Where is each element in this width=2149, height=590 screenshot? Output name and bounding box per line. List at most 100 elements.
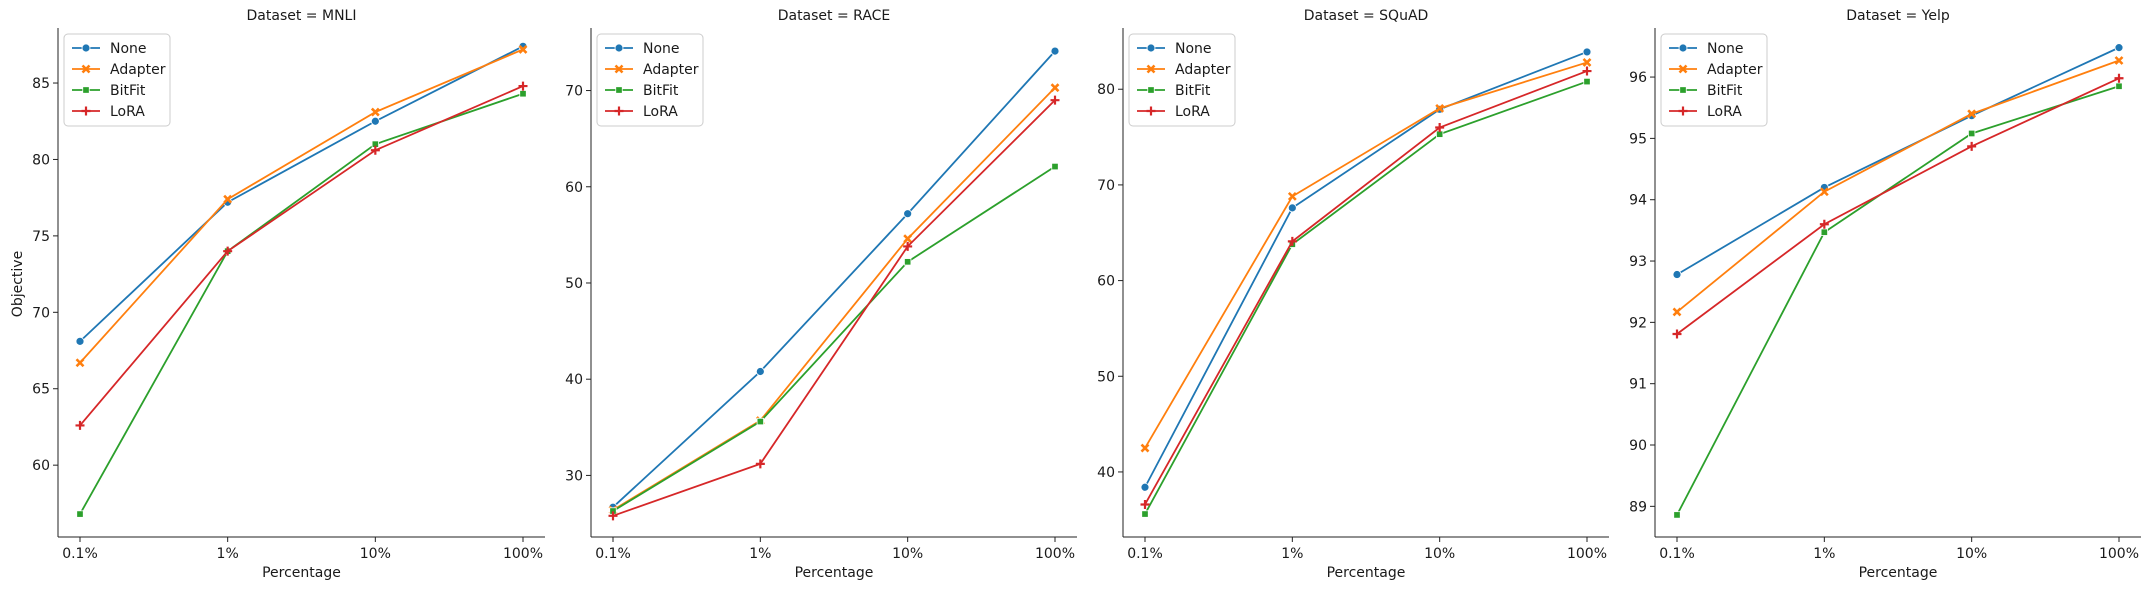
series-line	[1144, 80, 1588, 515]
data-point	[370, 116, 380, 126]
data-point	[1140, 443, 1150, 453]
panel-3: Dataset = Yelp 89 90 91 92 93 94 95 96 0.1% 1% 10% 1…	[1629, 8, 2141, 581]
y-tick-label: 92	[1629, 315, 1647, 331]
legend-entry-lora: LoRA	[1669, 104, 1742, 120]
data-point	[903, 234, 913, 244]
data-point	[608, 511, 618, 521]
legend-entry-none: None	[72, 41, 147, 57]
legend-entry-adapter: Adapter	[72, 62, 166, 78]
series-line	[79, 85, 524, 426]
panel-title: Dataset = Yelp	[1846, 8, 1950, 24]
y-tick-label: 94	[1629, 193, 1647, 209]
data-point	[1141, 510, 1149, 518]
legend: None Adapter BitFit LoRA	[596, 33, 704, 127]
data-point	[1673, 511, 1681, 519]
legend-marker	[615, 86, 623, 94]
series-bitfit	[609, 162, 1059, 515]
data-point	[1582, 47, 1592, 57]
legend-label: LoRA	[1707, 104, 1742, 120]
data-point	[2115, 82, 2123, 90]
legend-label: BitFit	[110, 83, 146, 99]
data-point	[903, 209, 913, 219]
legend-entry-lora: LoRA	[605, 104, 678, 120]
data-point	[755, 367, 765, 376]
y-tick-label: 30	[565, 468, 583, 484]
y-axis-label: Objective	[10, 251, 26, 317]
series-line	[1676, 46, 2120, 276]
data-point	[1050, 46, 1060, 56]
series-lora	[608, 95, 1060, 521]
data-point	[1672, 270, 1682, 279]
x-tick-label: 10%	[1956, 546, 1987, 562]
x-tick-label: 100%	[1567, 546, 1607, 562]
y-tick-label: 40	[565, 372, 583, 388]
data-point	[1820, 228, 1828, 236]
legend-label: Adapter	[1175, 62, 1231, 78]
y-tick-label: 93	[1629, 254, 1647, 270]
data-point	[1672, 329, 1682, 339]
legend-label: LoRA	[1175, 104, 1210, 120]
data-point	[518, 81, 528, 91]
legend-marker	[614, 64, 624, 74]
y-tick-label: 95	[1629, 131, 1647, 147]
series-line	[612, 50, 1056, 508]
x-tick-label: 1%	[1813, 546, 1835, 562]
legend-entry-lora: LoRA	[1137, 104, 1210, 120]
legend-marker	[82, 86, 90, 94]
data-point	[518, 44, 528, 54]
x-tick-label: 100%	[1035, 546, 1075, 562]
series-line	[1676, 85, 2120, 516]
legend-marker	[81, 43, 91, 53]
series-adapter	[75, 44, 528, 368]
data-point	[519, 90, 527, 98]
legend-box	[1660, 33, 1768, 127]
legend-label: LoRA	[110, 104, 145, 120]
data-point	[370, 145, 380, 155]
legend-box	[63, 33, 171, 127]
x-tick-label: 100%	[2099, 546, 2139, 562]
x-axis-label: Percentage	[1327, 565, 1406, 581]
series-line	[612, 165, 1056, 512]
legend-entry-none: None	[1669, 41, 1744, 57]
x-tick-label: 1%	[1281, 546, 1303, 562]
legend-marker	[1147, 86, 1155, 94]
y-tick-label: 60	[565, 180, 583, 196]
data-point	[1051, 162, 1059, 171]
data-point	[76, 510, 84, 518]
legend-entry-bitfit: BitFit	[1669, 83, 1743, 99]
data-point	[75, 336, 85, 346]
x-axis-label: Percentage	[262, 565, 341, 581]
panel-title: Dataset = MNLI	[247, 8, 357, 24]
x-tick-label: 0.1%	[62, 546, 98, 562]
y-tick-label: 75	[32, 229, 50, 245]
legend-label: BitFit	[1707, 83, 1743, 99]
x-tick-label: 0.1%	[1127, 546, 1163, 562]
legend-entry-none: None	[1137, 41, 1212, 57]
legend-marker	[1146, 64, 1156, 74]
legend-marker	[81, 106, 91, 116]
data-point	[1050, 83, 1060, 93]
legend-label: Adapter	[643, 62, 699, 78]
legend-marker	[1678, 43, 1688, 53]
x-tick-label: 0.1%	[595, 546, 631, 562]
panels: Dataset = MNLI 60 65 70 75 80 85 0.1% 1% 10% 100% P…	[32, 8, 2141, 581]
legend-marker	[1146, 43, 1156, 53]
legend-entry-none: None	[605, 41, 680, 57]
x-tick-label: 100%	[503, 546, 543, 562]
series-lora	[1672, 73, 2124, 339]
series-line	[1144, 61, 1588, 449]
data-point	[1140, 499, 1150, 509]
y-tick-label: 85	[32, 76, 50, 92]
x-tick-label: 1%	[749, 546, 771, 562]
y-tick-label: 96	[1629, 70, 1647, 86]
legend-box	[1128, 33, 1236, 127]
series-none	[1140, 47, 1592, 492]
y-tick-label: 60	[32, 458, 50, 474]
x-axis-label: Percentage	[1859, 565, 1938, 581]
series-line	[1676, 77, 2120, 335]
data-point	[1582, 66, 1592, 76]
data-point	[223, 246, 233, 256]
data-point	[1819, 219, 1829, 229]
y-tick-label: 70	[1097, 178, 1115, 194]
